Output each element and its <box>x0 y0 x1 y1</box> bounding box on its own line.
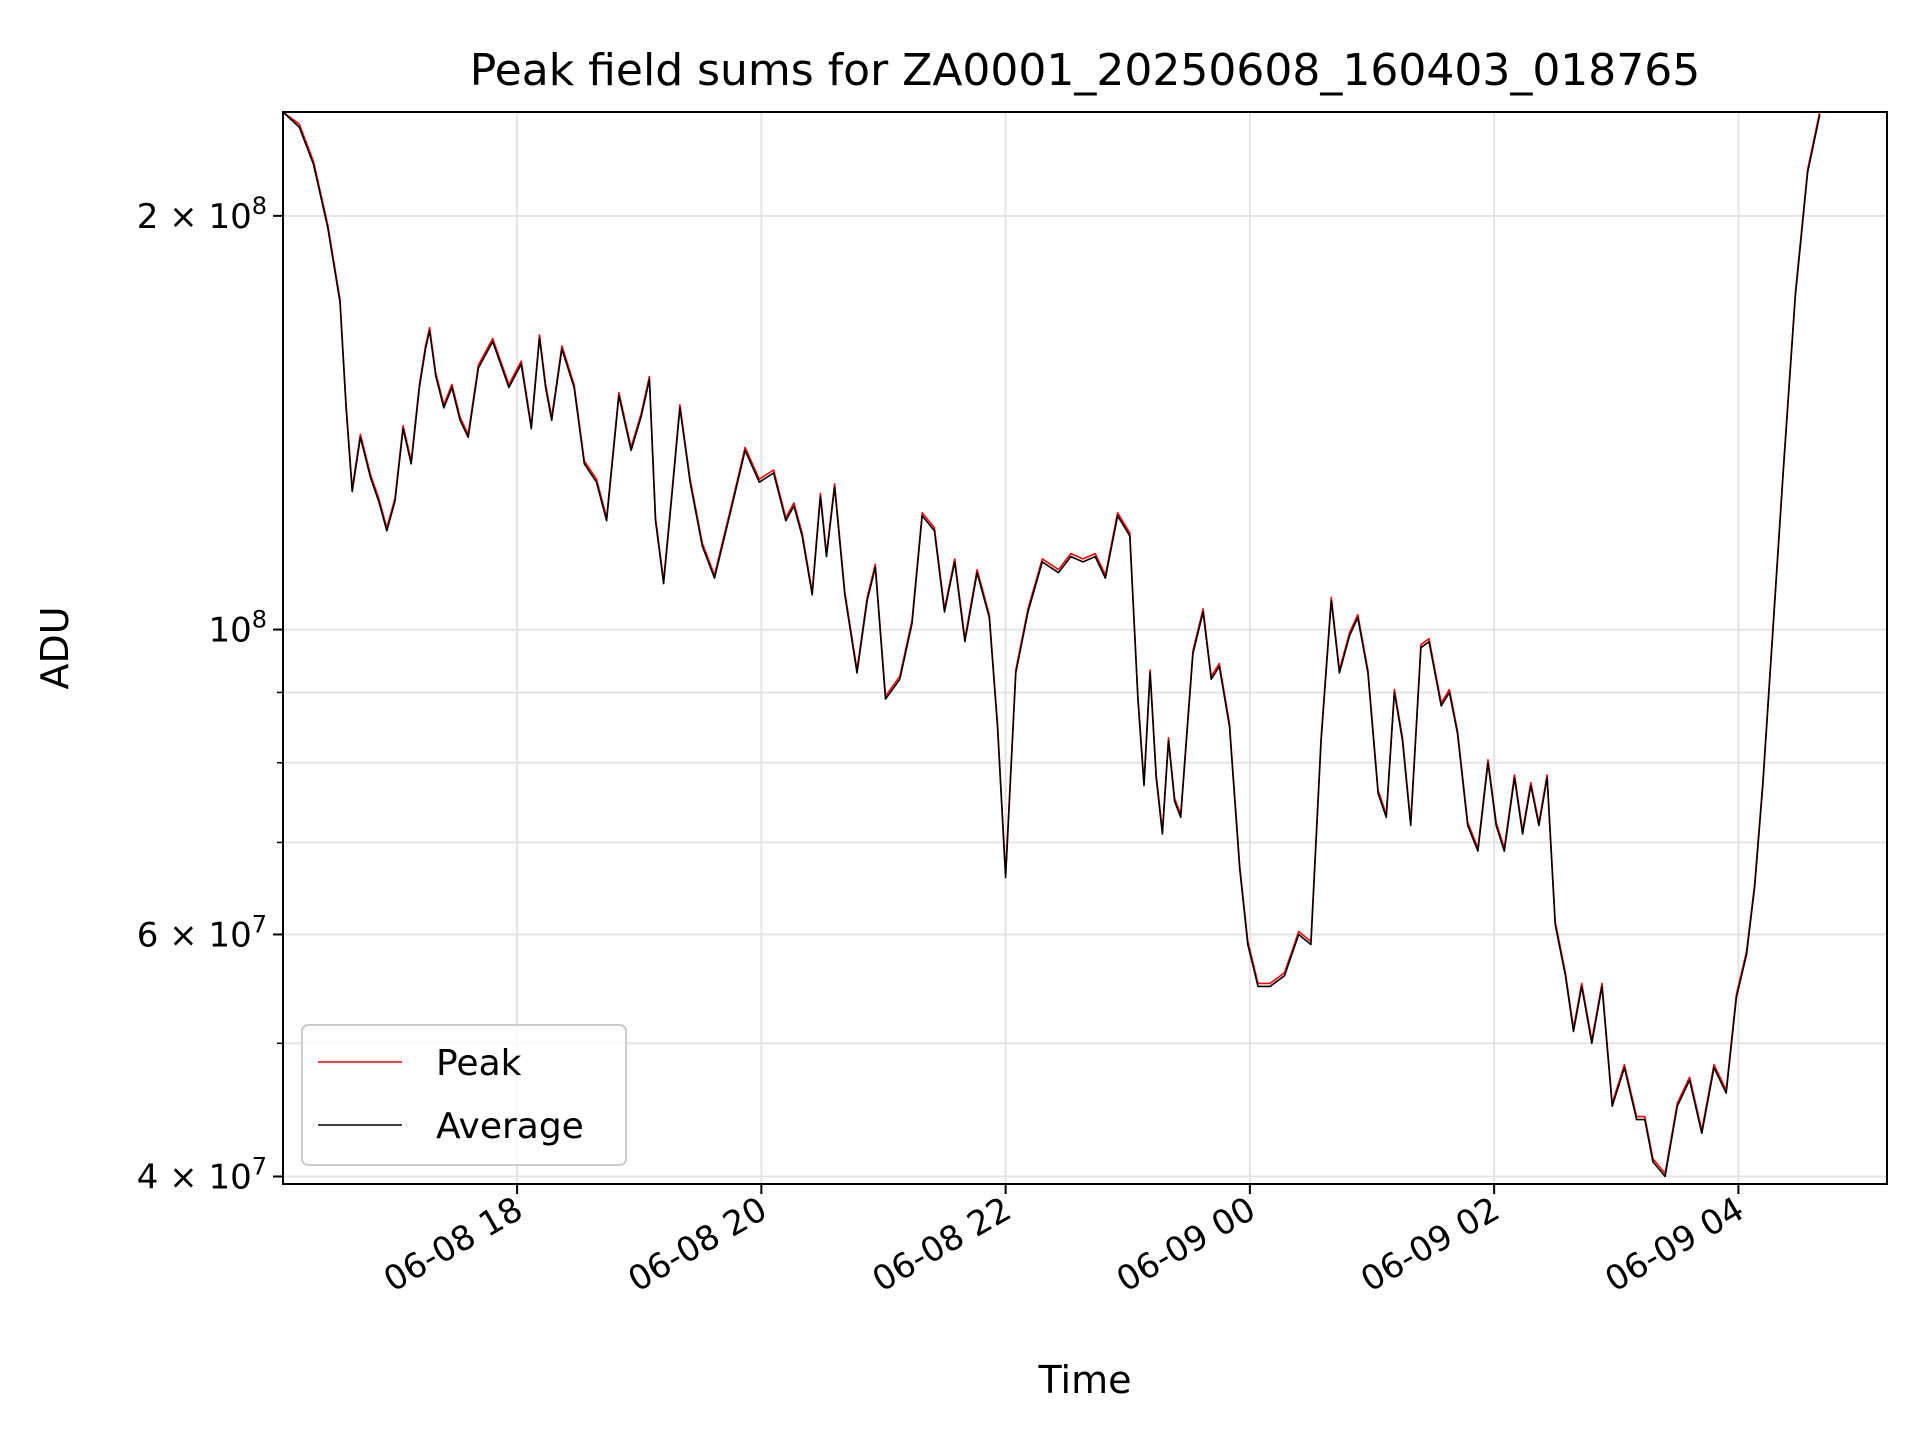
y-tick-label: 6 × 107 <box>137 910 267 955</box>
y-tick-exponent: 7 <box>252 1152 267 1180</box>
y-tick-label: 4 × 107 <box>137 1152 267 1197</box>
chart-title: Peak field sums for ZA0001_20250608_1604… <box>470 45 1701 96</box>
grid <box>283 112 1887 1184</box>
y-tick-label: 2 × 108 <box>137 192 267 237</box>
x-axis-label: Time <box>1038 1358 1132 1402</box>
y-tick-exponent: 8 <box>252 606 267 634</box>
y-axis-label: ADU <box>33 606 77 689</box>
plot-lines <box>282 111 1821 1178</box>
legend-average-label: Average <box>436 1106 584 1147</box>
axes-frame <box>282 111 1888 1185</box>
legend-box <box>301 1024 627 1166</box>
y-tick-exponent: 7 <box>252 910 267 938</box>
legend: Peak Average <box>301 1024 627 1166</box>
y-tick-exponent: 8 <box>252 192 267 220</box>
legend-peak-label: Peak <box>436 1043 522 1084</box>
average-series-line <box>282 111 1821 1178</box>
